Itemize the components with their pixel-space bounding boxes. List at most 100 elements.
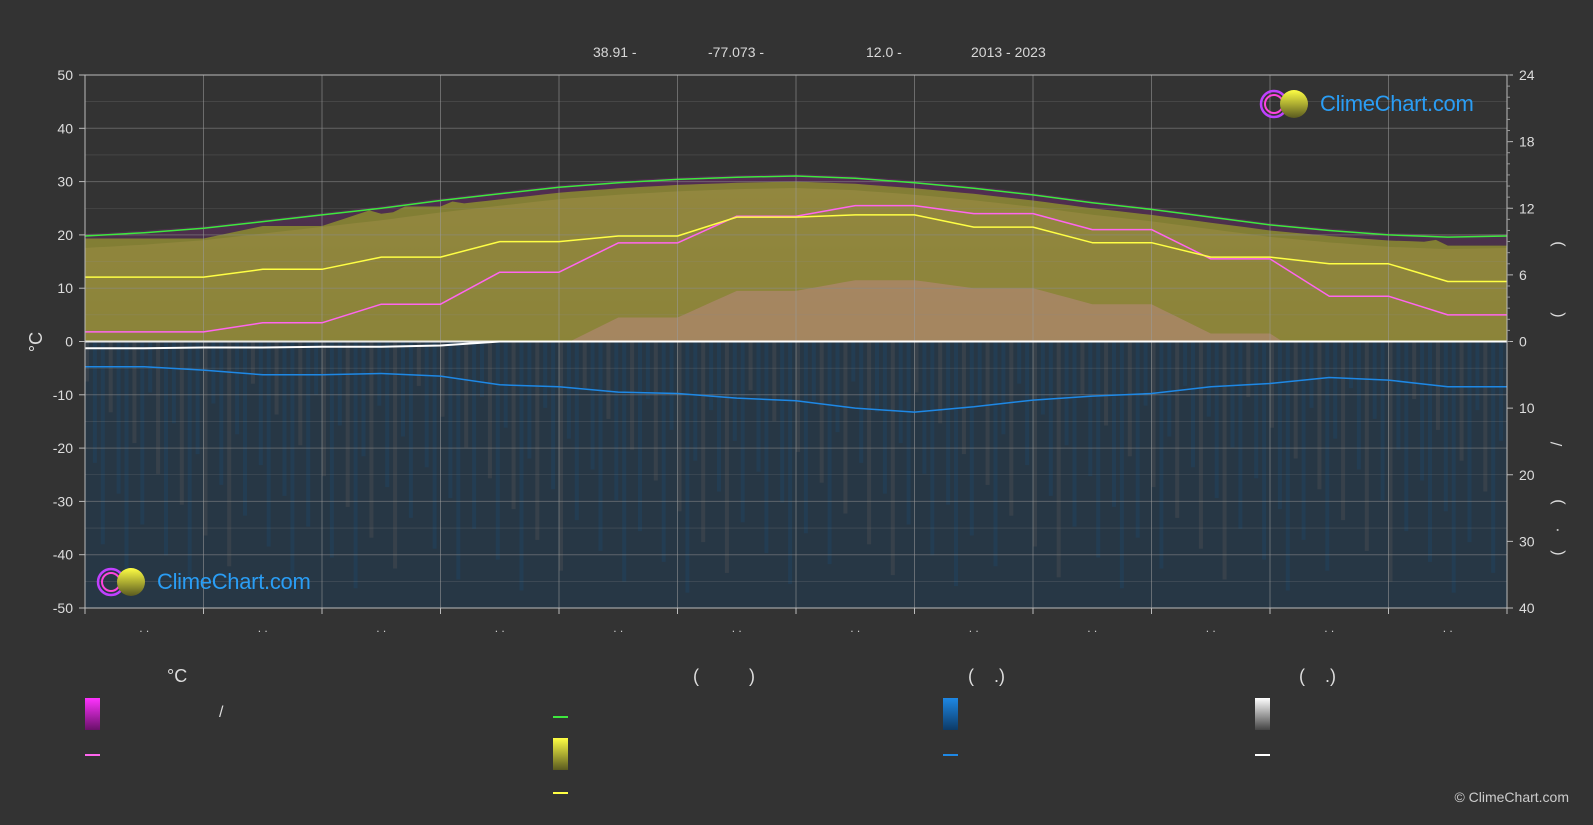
- precip-streak: [1056, 341, 1061, 578]
- precip-streak: [638, 341, 642, 532]
- precip-streak: [969, 341, 974, 536]
- precip-streak: [1356, 341, 1361, 470]
- logo-top[interactable]: ClimeChart.com: [1258, 88, 1474, 120]
- precip-streak: [203, 341, 208, 536]
- precip-streak: [1088, 341, 1093, 477]
- right-tick-label: 20: [1519, 467, 1535, 483]
- precip-streak: [811, 341, 816, 402]
- month-label: . .: [258, 621, 268, 635]
- right-axis-glyph: ): [1549, 241, 1566, 246]
- precip-streak: [171, 341, 176, 424]
- precip-streak: [100, 341, 105, 545]
- precip-streak: [606, 341, 611, 419]
- precip-streak: [1159, 341, 1164, 569]
- legend-temp-range-label: /: [219, 704, 224, 721]
- precip-streak: [227, 341, 232, 567]
- precip-streak: [701, 341, 706, 543]
- precip-streak: [724, 341, 729, 573]
- precip-streak: [819, 341, 824, 483]
- precip-streak: [1119, 341, 1124, 589]
- precip-streak: [535, 341, 540, 540]
- precip-streak: [495, 341, 500, 560]
- precip-streak: [1143, 341, 1148, 406]
- right-axis-glyph: /: [1549, 441, 1566, 446]
- precip-streak: [827, 341, 832, 565]
- precip-streak: [1254, 341, 1259, 479]
- precip-streak: [1009, 341, 1014, 516]
- precip-streak: [108, 341, 113, 413]
- precip-streak: [448, 341, 453, 499]
- right-axis-glyph: (: [1549, 550, 1566, 556]
- precip-streak: [961, 341, 966, 455]
- precip-streak: [179, 341, 184, 505]
- precip-streak: [1104, 341, 1109, 426]
- precip-streak: [669, 341, 674, 430]
- precip-streak: [543, 341, 548, 408]
- legend-snow-range-swatch: [1255, 698, 1270, 730]
- right-tick-label: 6: [1519, 267, 1527, 283]
- logo-bottom[interactable]: ClimeChart.com: [95, 566, 311, 598]
- precip-streak: [851, 341, 856, 382]
- precip-streak: [946, 341, 951, 505]
- precip-streak: [1198, 341, 1203, 549]
- precip-streak: [551, 341, 556, 490]
- precip-streak: [1301, 341, 1306, 540]
- precip-streak: [519, 341, 524, 591]
- right-tick-label: 12: [1519, 200, 1535, 216]
- precip-streak: [298, 341, 303, 446]
- precip-streak: [1270, 341, 1274, 428]
- precip-streak: [195, 341, 200, 455]
- precip-streak: [250, 341, 255, 384]
- precip-streak: [1167, 341, 1172, 437]
- right-axis-glyph: (: [1549, 312, 1566, 318]
- precip-streak: [393, 341, 398, 569]
- precip-streak: [645, 341, 650, 400]
- precip-streak: [1064, 341, 1069, 446]
- logo-text: ClimeChart.com: [1320, 91, 1474, 116]
- legend-snow-mean-swatch: [1255, 754, 1270, 756]
- precip-streak: [630, 341, 635, 450]
- precip-streak: [456, 341, 461, 580]
- precip-streak: [938, 341, 943, 424]
- right-tick-label: 10: [1519, 400, 1535, 416]
- precip-streak: [1325, 341, 1330, 571]
- precip-streak: [875, 341, 879, 413]
- precip-streak: [1396, 341, 1401, 450]
- elevation-text: 12.0 -: [866, 44, 902, 60]
- precip-streak: [1112, 341, 1116, 507]
- precip-streak: [1214, 341, 1219, 499]
- month-label: . .: [495, 621, 505, 635]
- precip-streak: [693, 341, 698, 461]
- precip-streak: [1483, 341, 1488, 492]
- precip-streak: [985, 341, 990, 485]
- precip-streak: [1222, 341, 1227, 580]
- precip-streak: [385, 341, 390, 488]
- longitude-text: -77.073 -: [708, 44, 765, 60]
- legend-rain-range-swatch: [943, 698, 958, 730]
- precip-streak: [685, 341, 690, 593]
- precip-streak: [219, 341, 224, 485]
- sunshine-line: [85, 214, 1507, 283]
- precip-streak: [1451, 341, 1456, 593]
- right-tick-label: 0: [1519, 334, 1527, 350]
- legend-sunshine-mean-swatch: [553, 792, 568, 794]
- precip-line: [85, 366, 1507, 413]
- precip-streak: [92, 341, 97, 463]
- precip-streak: [1151, 341, 1156, 488]
- precip-streak: [954, 341, 958, 587]
- precip-streak: [803, 341, 808, 534]
- years-text: 2013 - 2023: [971, 44, 1046, 60]
- right-tick-label: 18: [1519, 134, 1535, 150]
- snow-line: [85, 340, 1507, 350]
- precip-streak: [1277, 341, 1282, 510]
- precip-streak: [511, 341, 516, 510]
- precip-streak: [559, 341, 563, 571]
- precip-streak: [582, 341, 587, 389]
- precip-streak: [1412, 341, 1417, 400]
- legend-temperature-title: °C: [167, 666, 188, 686]
- precip-streak: [322, 341, 326, 477]
- precip-streak: [748, 341, 753, 391]
- precip-streak: [258, 341, 263, 466]
- precip-streak: [764, 341, 769, 554]
- legend-rain-title: ( .): [968, 666, 1005, 686]
